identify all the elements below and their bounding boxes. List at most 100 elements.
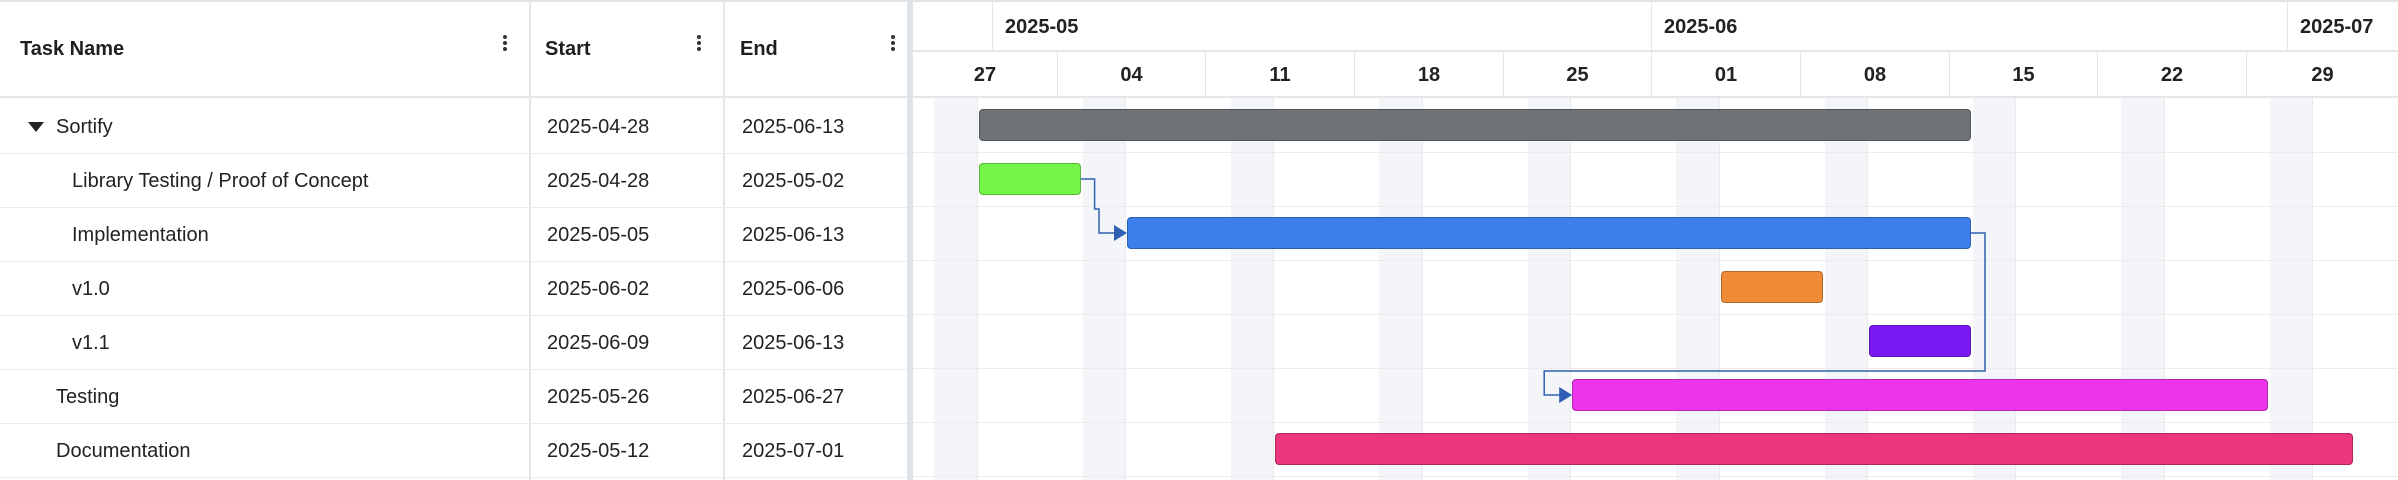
header-start[interactable]: Start [531,2,723,98]
task-bar[interactable] [1869,325,1971,357]
header-task-name[interactable]: Task Name [0,2,529,98]
task-name: Testing [56,386,120,408]
column-end: End [725,2,907,480]
row-gridline [913,314,2398,315]
task-start: 2025-05-05 [547,224,650,246]
row-gridline [913,476,2398,477]
weekend-shade [1082,98,1104,480]
weekend-shade [2291,98,2313,480]
task-start: 2025-06-09 [547,332,650,354]
task-grid: Task Name Start End Sortify 2025-04-28 2… [0,0,907,480]
month-cell: 2025-06 [1652,2,2288,52]
week-gridline [1273,98,1275,480]
task-end: 2025-06-06 [742,278,845,300]
task-start: 2025-04-28 [547,116,650,138]
task-bar[interactable] [1275,433,2353,465]
task-name: Documentation [56,440,191,462]
week-cell: 22 [2098,52,2247,98]
task-name: Implementation [72,224,209,246]
task-end: 2025-06-27 [742,386,845,408]
weekend-shade [1252,98,1274,480]
week-scale: 27 04 11 18 25 01 08 15 22 29 [913,52,2398,98]
weekend-shade [934,98,956,480]
arrowhead-icon [1559,387,1573,403]
gantt-timeline: 2025-05 2025-06 2025-07 27 04 11 18 25 0… [913,0,2398,480]
task-start: 2025-05-26 [547,386,650,408]
header-label: Start [545,38,591,60]
row-gridline [913,260,2398,261]
week-cell: 08 [1801,52,1950,98]
task-end: 2025-06-13 [742,332,845,354]
week-cell: 04 [1058,52,1206,98]
arrowhead-icon [1114,225,1127,241]
week-cell: 15 [1950,52,2098,98]
month-scale: 2025-05 2025-06 2025-07 [913,2,2398,52]
week-gridline [1718,98,1720,480]
week-gridline [2015,98,2017,480]
task-end: 2025-06-13 [742,224,845,246]
week-gridline [1570,98,1572,480]
header-label: Task Name [20,38,125,60]
task-start: 2025-05-12 [547,440,650,462]
dependency-link[interactable] [1543,232,1986,396]
week-cell: 25 [1504,52,1652,98]
week-gridline [976,98,978,480]
task-bar[interactable] [1127,217,1971,249]
column-menu-icon[interactable] [885,32,901,54]
task-row[interactable]: Library Testing / Proof of Concept 2025-… [0,154,907,208]
task-row[interactable]: Testing 2025-05-26 2025-06-27 [0,370,907,424]
task-name: v1.1 [72,332,110,354]
task-bar[interactable] [1572,379,2268,411]
week-gridline [1125,98,1126,480]
weekend-shade [955,98,977,480]
collapse-caret-icon[interactable] [28,122,44,132]
task-start: 2025-06-02 [547,278,650,300]
task-row[interactable]: v1.0 2025-06-02 2025-06-06 [0,262,907,316]
task-row[interactable]: Sortify 2025-04-28 2025-06-13 [0,100,907,154]
task-row[interactable]: Implementation 2025-05-05 2025-06-13 [0,208,907,262]
task-bar[interactable] [1720,271,1823,303]
row-gridline [913,206,2398,207]
column-start: Start [531,2,725,480]
row-gridline [913,368,2398,369]
column-task-name: Task Name [0,2,531,480]
weekend-shade [2269,98,2291,480]
week-cell: 11 [1206,52,1355,98]
week-gridline [2312,98,2314,480]
task-end: 2025-07-01 [742,440,845,462]
task-end: 2025-05-02 [742,170,845,192]
task-bar[interactable] [978,163,1081,195]
week-cell: 29 [2311,64,2334,86]
task-name: Sortify [56,116,113,138]
task-row[interactable]: v1.1 2025-06-09 2025-06-13 [0,316,907,370]
column-menu-icon[interactable] [691,32,707,54]
week-gridline [2163,98,2165,480]
week-cell: 18 [1355,52,1504,98]
header-label: End [740,38,778,60]
task-end: 2025-06-13 [742,116,845,138]
weekend-shade [1549,98,1571,480]
weekend-shade [1379,98,1401,480]
row-gridline [913,152,2398,153]
header-end[interactable]: End [725,2,907,98]
column-menu-icon[interactable] [497,32,513,54]
task-bar[interactable] [978,109,1971,141]
weekend-shade [1400,98,1422,480]
task-name: Library Testing / Proof of Concept [72,170,369,192]
weekend-shade [1103,98,1125,480]
month-cell-partial [913,2,993,52]
weekend-shade [1231,98,1253,480]
week-cell: 27 [913,52,1058,98]
week-cell: 01 [1652,52,1801,98]
task-row[interactable]: Documentation 2025-05-12 2025-07-01 [0,424,907,478]
task-start: 2025-04-28 [547,170,650,192]
month-cell: 2025-07 [2300,16,2374,38]
week-gridline [1867,98,1868,480]
grid-chart-splitter[interactable] [907,0,913,480]
dependency-links [1080,178,1986,403]
month-cell: 2025-05 [993,2,1652,52]
week-gridline [1421,98,1423,480]
dependency-link[interactable] [1080,178,1115,234]
task-name: v1.0 [72,278,110,300]
row-gridline [913,422,2398,423]
